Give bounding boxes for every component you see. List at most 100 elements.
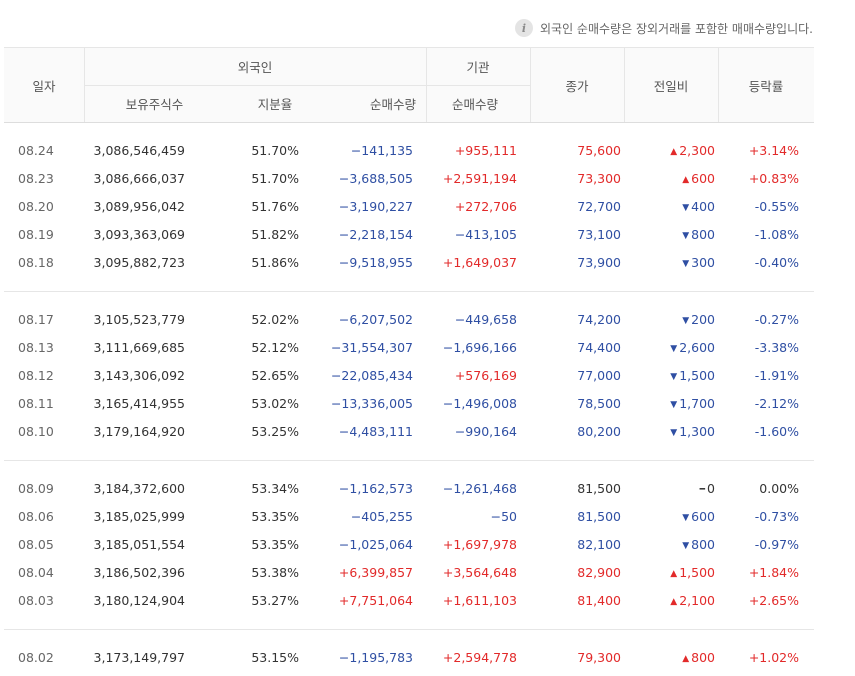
cell-holdings: 3,095,882,723 <box>93 255 185 270</box>
table-row: 08.24 3,086,546,459 51.70% −141,135 +955,111… <box>4 137 814 165</box>
change-value: 800 <box>691 537 715 552</box>
cell-holdings: 3,111,669,685 <box>93 340 185 355</box>
table-header: 일자 외국인 기관 보유주식수 지분율 순매수량 순매수량 종가 전일비 등락률 <box>4 48 814 123</box>
cell-foreign-net: −405,255 <box>350 509 413 524</box>
cell-ratio: 53.25% <box>251 424 299 439</box>
cell-rate: -1.91% <box>754 368 799 383</box>
cell-inst-net: +1,697,978 <box>442 537 517 552</box>
change-value: 400 <box>691 199 715 214</box>
cell-foreign-net: −31,554,307 <box>330 340 413 355</box>
cell-rate: 0.00% <box>759 481 799 496</box>
cell-date: 08.18 <box>18 255 54 270</box>
cell-date: 08.24 <box>18 143 54 158</box>
cell-inst-net: −50 <box>490 509 517 524</box>
cell-close: 75,600 <box>577 143 621 158</box>
table-row: 08.02 3,173,149,797 53.15% −1,195,783 +2,594… <box>4 644 814 672</box>
cell-close: 81,500 <box>577 509 621 524</box>
cell-foreign-net: −22,085,434 <box>330 368 413 383</box>
cell-change: ▲ 2,300 <box>624 137 715 165</box>
cell-foreign-net: −6,207,502 <box>338 312 413 327</box>
info-icon[interactable]: i <box>515 19 533 37</box>
change-value: 800 <box>691 227 715 242</box>
change-arrow-icon: ━ <box>699 485 706 495</box>
cell-close: 77,000 <box>577 368 621 383</box>
cell-foreign-net: +7,751,064 <box>338 593 413 608</box>
change-arrow-icon: ▲ <box>682 654 690 664</box>
table-row: 08.06 3,185,025,999 53.35% −405,255 −50 81,50… <box>4 503 814 531</box>
change-arrow-icon: ▼ <box>682 259 690 269</box>
cell-inst-net: +2,594,778 <box>442 650 517 665</box>
cell-foreign-net: −4,483,111 <box>338 424 413 439</box>
cell-change: ▼ 2,600 <box>624 334 715 362</box>
group-separator <box>4 629 814 630</box>
cell-foreign-net: −1,025,064 <box>338 537 413 552</box>
change-arrow-icon: ▲ <box>670 569 678 579</box>
cell-inst-net: +576,169 <box>454 368 517 383</box>
cell-inst-net: +1,649,037 <box>442 255 517 270</box>
cell-foreign-net: −2,218,154 <box>338 227 413 242</box>
change-value: 800 <box>691 650 715 665</box>
cell-close: 74,400 <box>577 340 621 355</box>
cell-close: 73,100 <box>577 227 621 242</box>
cell-ratio: 51.70% <box>251 171 299 186</box>
cell-foreign-net: +6,399,857 <box>338 565 413 580</box>
change-arrow-icon: ▼ <box>670 400 678 410</box>
cell-change: ▲ 1,500 <box>624 559 715 587</box>
change-value: 0 <box>707 481 715 496</box>
cell-rate: -0.40% <box>754 255 799 270</box>
cell-close: 78,500 <box>577 396 621 411</box>
cell-inst-net: −1,261,468 <box>442 481 517 496</box>
cell-foreign-net: −1,195,783 <box>338 650 413 665</box>
cell-change: ▼ 300 <box>624 249 715 277</box>
header-institution: 기관 <box>466 60 490 75</box>
cell-change: ▲ 600 <box>624 165 715 193</box>
cell-change: ▼ 600 <box>624 503 715 531</box>
cell-date: 08.03 <box>18 593 54 608</box>
change-arrow-icon: ▼ <box>670 344 678 354</box>
table-row: 08.09 3,184,372,600 53.34% −1,162,573 −1,261… <box>4 475 814 503</box>
change-arrow-icon: ▼ <box>670 428 678 438</box>
table-row: 08.04 3,186,502,396 53.38% +6,399,857 +3,564… <box>4 559 814 587</box>
table-row: 08.23 3,086,666,037 51.70% −3,688,505 +2,591… <box>4 165 814 193</box>
change-arrow-icon: ▼ <box>670 372 678 382</box>
cell-rate: -1.60% <box>754 424 799 439</box>
table-row: 08.17 3,105,523,779 52.02% −6,207,502 −449,6… <box>4 306 814 334</box>
cell-ratio: 52.12% <box>251 340 299 355</box>
cell-holdings: 3,179,164,920 <box>93 424 185 439</box>
cell-inst-net: −1,696,166 <box>442 340 517 355</box>
table-row: 08.19 3,093,363,069 51.82% −2,218,154 −413,1… <box>4 221 814 249</box>
cell-holdings: 3,180,124,904 <box>93 593 185 608</box>
header-date: 일자 <box>32 78 56 94</box>
cell-inst-net: +2,591,194 <box>442 171 517 186</box>
change-value: 300 <box>691 255 715 270</box>
cell-date: 08.12 <box>18 368 54 383</box>
table-row: 08.11 3,165,414,955 53.02% −13,336,005 −1,49… <box>4 390 814 418</box>
cell-rate: -0.97% <box>754 537 799 552</box>
header-ratio: 지분율 <box>257 97 293 112</box>
cell-ratio: 52.02% <box>251 312 299 327</box>
change-value: 600 <box>691 171 715 186</box>
cell-ratio: 53.34% <box>251 481 299 496</box>
cell-holdings: 3,185,025,999 <box>93 509 185 524</box>
cell-change: ▼ 200 <box>624 306 715 334</box>
cell-close: 73,300 <box>577 171 621 186</box>
table-row: 08.05 3,185,051,554 53.35% −1,025,064 +1,697… <box>4 531 814 559</box>
cell-date: 08.10 <box>18 424 54 439</box>
cell-holdings: 3,093,363,069 <box>93 227 185 242</box>
group-separator <box>4 460 814 461</box>
cell-holdings: 3,086,546,459 <box>93 143 185 158</box>
cell-date: 08.02 <box>18 650 54 665</box>
header-divider <box>718 48 719 122</box>
cell-change: ▲ 2,100 <box>624 587 715 615</box>
cell-change: ▼ 1,700 <box>624 390 715 418</box>
change-value: 2,600 <box>679 340 715 355</box>
cell-date: 08.05 <box>18 537 54 552</box>
notice-text: 외국인 순매수량은 장외거래를 포함한 매매수량입니다. <box>540 21 813 36</box>
cell-ratio: 53.38% <box>251 565 299 580</box>
cell-ratio: 51.82% <box>251 227 299 242</box>
cell-foreign-net: −3,190,227 <box>338 199 413 214</box>
cell-close: 79,300 <box>577 650 621 665</box>
cell-holdings: 3,184,372,600 <box>93 481 185 496</box>
cell-rate: -0.27% <box>754 312 799 327</box>
cell-inst-net: +3,564,648 <box>442 565 517 580</box>
